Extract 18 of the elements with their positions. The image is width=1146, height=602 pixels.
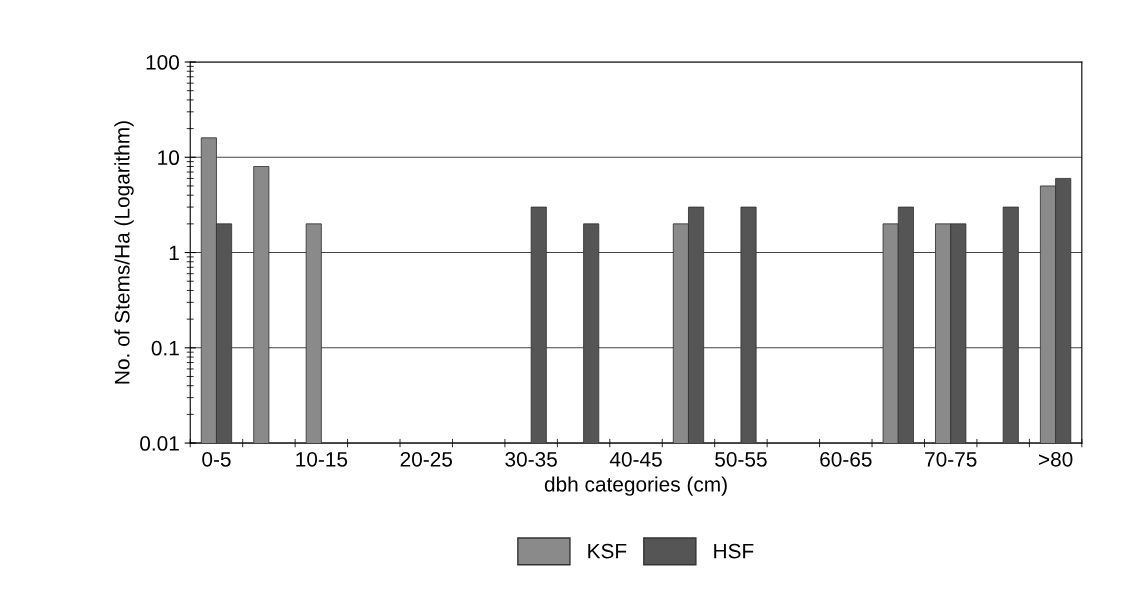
y-tick-label: 0.1	[151, 340, 179, 356]
y-tick-label: 1	[169, 245, 179, 261]
legend-label: HSF	[714, 543, 754, 559]
x-tick-label: 50-55	[715, 451, 767, 467]
x-tick-label: 40-45	[609, 451, 662, 467]
x-tick-label: 30-35	[505, 451, 557, 467]
x-tick-label: 20-25	[400, 451, 453, 467]
legend-label: KSF	[588, 543, 627, 559]
y-axis-title: No. of Stems/Ha (Logarithm)	[114, 121, 134, 384]
y-tick-label: 100	[146, 55, 180, 70]
y-tick-label: 0.01	[140, 436, 179, 451]
x-axis-title: dbh categories (cm)	[544, 476, 727, 496]
x-tick-label: >80	[1038, 451, 1073, 467]
x-tick-label: 10-15	[296, 451, 348, 467]
y-tick-label: 10	[158, 150, 180, 166]
x-tick-label: 60-65	[820, 451, 872, 467]
x-tick-label: 0-5	[202, 451, 231, 467]
x-tick-label: 70-75	[925, 451, 977, 467]
